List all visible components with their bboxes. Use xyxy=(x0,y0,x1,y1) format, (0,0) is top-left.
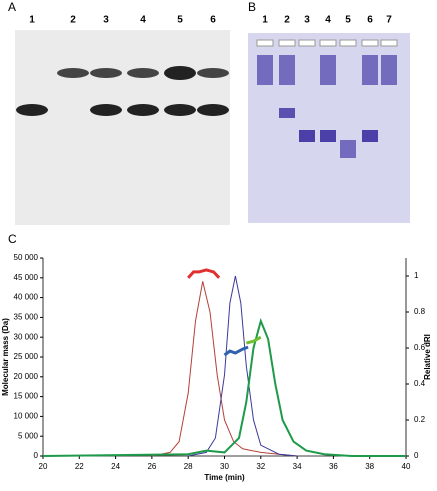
band xyxy=(299,130,315,142)
lane-label: 5 xyxy=(345,15,351,26)
band xyxy=(319,39,337,47)
lane-label: 6 xyxy=(210,15,216,26)
band xyxy=(298,39,316,47)
y-tick-label: 10 000 xyxy=(14,412,39,421)
y2-tick-label: 1 xyxy=(414,271,419,280)
x-tick-label: 30 xyxy=(220,462,229,471)
x-tick-label: 24 xyxy=(111,462,120,471)
x-tick-label: 20 xyxy=(39,462,48,471)
lane-label: 4 xyxy=(140,15,146,26)
band xyxy=(127,104,159,116)
lane-label: 5 xyxy=(177,15,183,26)
lane-label: 2 xyxy=(284,15,290,26)
y2-tick-label: 0 xyxy=(414,451,419,460)
x-tick-label: 34 xyxy=(293,462,302,471)
series-line xyxy=(42,317,406,457)
lane-label: 2 xyxy=(70,15,76,26)
y2-axis-title: Relative dRI xyxy=(423,334,432,380)
panel-label: A xyxy=(8,0,16,14)
band xyxy=(257,55,273,85)
band xyxy=(16,104,48,116)
y2-tick-label: 0.6 xyxy=(414,343,426,352)
band xyxy=(90,104,122,116)
series-line xyxy=(151,281,298,457)
band xyxy=(164,104,196,116)
y2-tick-label: 0.8 xyxy=(414,307,426,316)
series-line xyxy=(188,275,298,457)
gel-a xyxy=(15,30,230,225)
band xyxy=(279,108,295,118)
y-tick-label: 20 000 xyxy=(14,372,39,381)
band xyxy=(197,68,229,78)
lane-label: 1 xyxy=(29,15,35,26)
lane-label: 6 xyxy=(367,15,373,26)
y2-tick-label: 0.2 xyxy=(414,415,426,424)
y-axis-title: Molecular mass (Da) xyxy=(1,318,10,396)
x-tick-label: 32 xyxy=(256,462,265,471)
y-tick-label: 25 000 xyxy=(14,352,39,361)
band xyxy=(340,140,356,158)
series-line xyxy=(245,335,262,345)
band xyxy=(339,39,357,47)
lane-label: 1 xyxy=(262,15,268,26)
x-tick-label: 22 xyxy=(75,462,84,471)
y2-tick-label: 0.4 xyxy=(414,379,426,388)
y-tick-label: 0 xyxy=(34,451,39,460)
band xyxy=(381,55,397,85)
band xyxy=(164,66,196,80)
y-tick-label: 5 000 xyxy=(18,431,39,440)
series-line xyxy=(223,345,249,357)
lane-label: 3 xyxy=(103,15,109,26)
y-tick-label: 50 000 xyxy=(14,253,39,262)
x-tick-label: 26 xyxy=(147,462,156,471)
band xyxy=(57,68,89,78)
x-tick-label: 38 xyxy=(365,462,374,471)
lane-label: 7 xyxy=(386,15,392,26)
band xyxy=(127,68,159,78)
x-tick-label: 28 xyxy=(184,462,193,471)
lane-label: 3 xyxy=(304,15,310,26)
gel-bands xyxy=(16,39,398,158)
panel-label: B xyxy=(248,0,256,14)
band xyxy=(320,130,336,142)
band xyxy=(278,39,296,47)
y-tick-label: 15 000 xyxy=(14,392,39,401)
y-tick-label: 45 000 xyxy=(14,273,39,282)
y-tick-label: 35 000 xyxy=(14,313,39,322)
band xyxy=(380,39,398,47)
x-tick-label: 36 xyxy=(329,462,338,471)
band xyxy=(362,55,378,85)
band xyxy=(256,39,274,47)
x-tick-label: 40 xyxy=(402,462,411,471)
band xyxy=(90,68,122,78)
band xyxy=(279,55,295,85)
band xyxy=(320,55,336,85)
lane-label: 4 xyxy=(325,15,331,26)
band xyxy=(361,39,379,47)
y-tick-label: 30 000 xyxy=(14,332,39,341)
series-line xyxy=(187,268,221,279)
band xyxy=(362,130,378,142)
axes xyxy=(42,258,407,457)
band xyxy=(197,104,229,116)
x-axis-title: Time (min) xyxy=(204,473,245,482)
y-tick-label: 40 000 xyxy=(14,293,39,302)
panel-label: C xyxy=(8,232,17,246)
